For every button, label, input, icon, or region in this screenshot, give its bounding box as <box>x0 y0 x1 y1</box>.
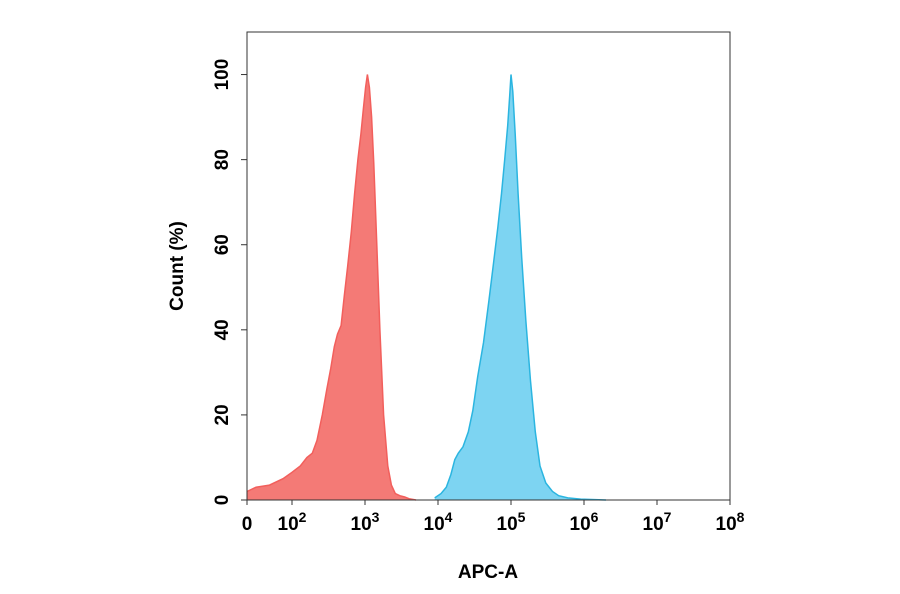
x-tick-label: 0 <box>242 514 253 535</box>
x-tick-label: 108 <box>716 509 745 535</box>
series-2-line <box>434 74 607 501</box>
x-axis: 0 102 103 104 105 106 107 108 <box>242 500 745 535</box>
y-tick-label: 80 <box>212 149 233 170</box>
series-2-area <box>434 74 606 500</box>
x-tick-label: 103 <box>351 509 380 535</box>
y-tick-label: 40 <box>212 319 233 340</box>
x-axis-title: APC-A <box>458 562 518 583</box>
series-layer <box>246 74 607 501</box>
y-tick-label: 60 <box>212 234 233 255</box>
y-tick-label: 100 <box>212 59 233 91</box>
series-1-line <box>246 74 417 501</box>
y-axis: 0 20 40 60 80 100 <box>212 59 247 506</box>
y-tick-label: 0 <box>212 495 233 506</box>
y-tick-label: 20 <box>212 404 233 425</box>
x-tick-label: 104 <box>424 509 453 535</box>
x-tick-label: 106 <box>570 509 599 535</box>
y-axis-title: Count (%) <box>167 221 188 311</box>
x-tick-label: 105 <box>497 509 526 535</box>
x-tick-label: 102 <box>278 509 307 535</box>
plot-frame <box>246 31 731 501</box>
series-1-area <box>247 74 416 500</box>
x-tick-label: 107 <box>643 509 672 535</box>
